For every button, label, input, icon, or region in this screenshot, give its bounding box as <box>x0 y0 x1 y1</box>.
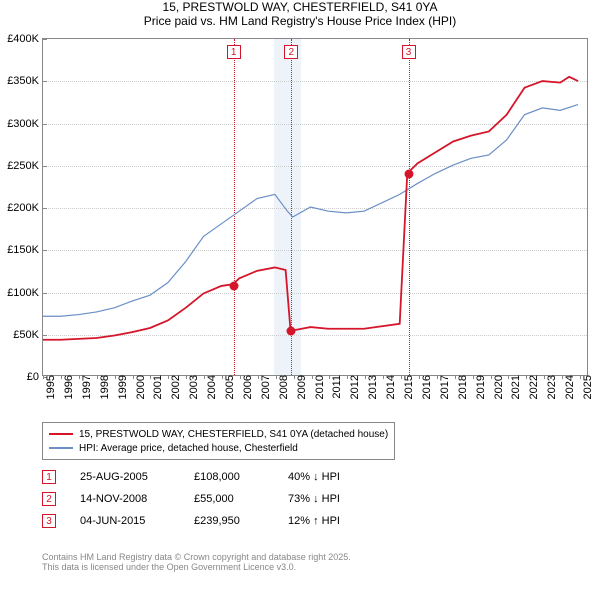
x-axis-tick-label: 2020 <box>487 375 505 399</box>
sale-index-box: 3 <box>42 514 56 528</box>
sale-date: 14-NOV-2008 <box>80 493 170 505</box>
y-axis-tick-label: £350K <box>7 75 43 87</box>
x-axis-tick-label: 2011 <box>325 375 343 399</box>
x-axis-tick-label: 2009 <box>290 375 308 399</box>
x-axis-tick-label: 2010 <box>308 375 326 399</box>
sale-price: £55,000 <box>194 493 264 505</box>
x-axis-tick-label: 2013 <box>361 375 379 399</box>
x-axis-tick-label: 2012 <box>343 375 361 399</box>
legend-label: 15, PRESTWOLD WAY, CHESTERFIELD, S41 0YA… <box>79 429 388 440</box>
x-axis-tick-label: 2007 <box>254 375 272 399</box>
x-axis-tick-label: 1997 <box>75 375 93 399</box>
x-axis-tick-label: 1996 <box>57 375 75 399</box>
x-axis-tick-label: 2019 <box>469 375 487 399</box>
footer-line-2: This data is licensed under the Open Gov… <box>42 562 351 572</box>
x-axis-tick-label: 2014 <box>379 375 397 399</box>
x-axis-tick-label: 1998 <box>93 375 111 399</box>
y-axis-tick-label: £200K <box>7 202 43 214</box>
legend-item: 15, PRESTWOLD WAY, CHESTERFIELD, S41 0YA… <box>49 427 388 441</box>
sale-point-marker <box>229 281 238 290</box>
attribution-footer: Contains HM Land Registry data © Crown c… <box>42 552 351 572</box>
y-axis-tick-label: £100K <box>7 287 43 299</box>
y-axis-tick-label: £400K <box>7 33 43 45</box>
sale-price: £239,950 <box>194 515 264 527</box>
x-axis-tick-label: 2005 <box>218 375 236 399</box>
x-axis-tick-label: 2021 <box>504 375 522 399</box>
sale-row: 1 25-AUG-2005 £108,000 40% ↓ HPI <box>42 466 378 488</box>
x-axis-tick-label: 2000 <box>129 375 147 399</box>
property-line <box>43 77 578 340</box>
x-axis-tick-label: 2023 <box>540 375 558 399</box>
chart-title: 15, PRESTWOLD WAY, CHESTERFIELD, S41 0YA <box>0 0 600 14</box>
x-axis-tick-label: 1995 <box>39 375 57 399</box>
y-axis-tick-label: £300K <box>7 118 43 130</box>
legend-swatch <box>49 433 73 435</box>
y-axis-tick-label: £50K <box>13 329 43 341</box>
sale-price: £108,000 <box>194 471 264 483</box>
sale-hpi-diff: 12% ↑ HPI <box>288 515 378 527</box>
chart-subtitle: Price paid vs. HM Land Registry's House … <box>0 14 600 28</box>
sale-row: 3 04-JUN-2015 £239,950 12% ↑ HPI <box>42 510 378 532</box>
sale-row: 2 14-NOV-2008 £55,000 73% ↓ HPI <box>42 488 378 510</box>
x-axis-tick-label: 2008 <box>272 375 290 399</box>
x-axis-tick-label: 1999 <box>111 375 129 399</box>
x-axis-tick-label: 2022 <box>522 375 540 399</box>
x-axis-tick-label: 2004 <box>200 375 218 399</box>
x-axis-tick-label: 2002 <box>164 375 182 399</box>
sale-date: 25-AUG-2005 <box>80 471 170 483</box>
sale-index-box: 1 <box>42 470 56 484</box>
sale-hpi-diff: 40% ↓ HPI <box>288 471 378 483</box>
footer-line-1: Contains HM Land Registry data © Crown c… <box>42 552 351 562</box>
x-axis-tick-label: 2024 <box>558 375 576 399</box>
sales-table: 1 25-AUG-2005 £108,000 40% ↓ HPI 2 14-NOV-200… <box>42 466 378 532</box>
x-axis-tick-label: 2025 <box>576 375 594 399</box>
legend-label: HPI: Average price, detached house, Ches… <box>79 443 298 454</box>
chart-legend: 15, PRESTWOLD WAY, CHESTERFIELD, S41 0YA… <box>42 422 395 460</box>
x-axis-tick-label: 2017 <box>433 375 451 399</box>
hpi-line <box>43 105 578 317</box>
chart-plot-area: £0£50K£100K£150K£200K£250K£300K£350K£400… <box>42 38 588 376</box>
x-axis-tick-label: 2015 <box>397 375 415 399</box>
line-series-layer <box>43 39 587 375</box>
sale-index-box: 2 <box>42 492 56 506</box>
sale-point-marker <box>287 326 296 335</box>
legend-swatch <box>49 447 73 449</box>
sale-point-marker <box>404 170 413 179</box>
y-axis-tick-label: £150K <box>7 244 43 256</box>
x-axis-tick-label: 2001 <box>146 375 164 399</box>
y-axis-tick-label: £250K <box>7 160 43 172</box>
x-axis-tick-label: 2018 <box>451 375 469 399</box>
x-axis-tick-label: 2016 <box>415 375 433 399</box>
x-axis-tick-label: 2003 <box>182 375 200 399</box>
sale-date: 04-JUN-2015 <box>80 515 170 527</box>
x-axis-tick-label: 2006 <box>236 375 254 399</box>
sale-hpi-diff: 73% ↓ HPI <box>288 493 378 505</box>
legend-item: HPI: Average price, detached house, Ches… <box>49 441 388 455</box>
